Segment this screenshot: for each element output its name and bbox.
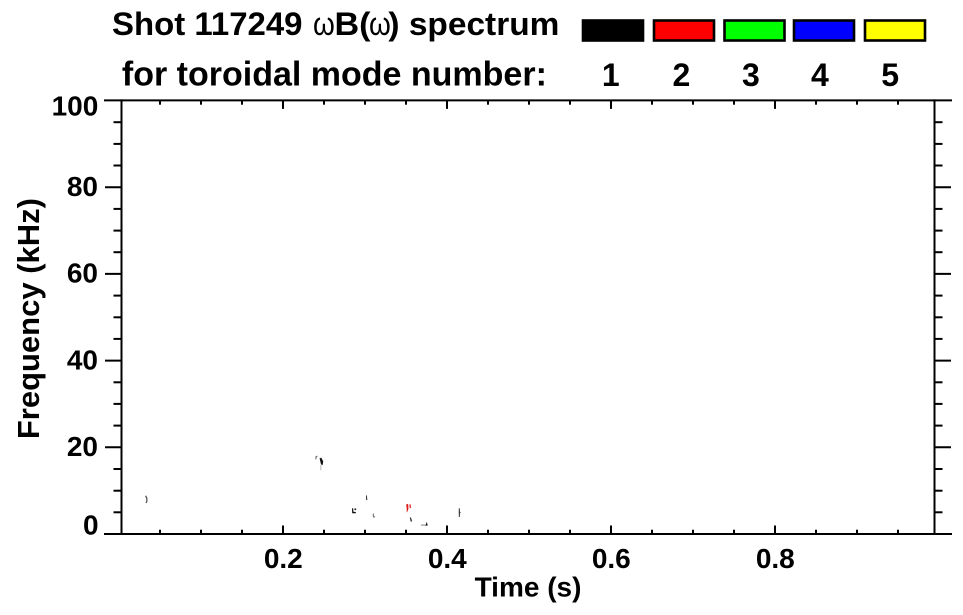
svg-text:for toroidal mode number:: for toroidal mode number: bbox=[122, 56, 547, 94]
svg-text:Time (s): Time (s) bbox=[475, 572, 582, 603]
svg-text:Shot 117249: Shot 117249 bbox=[112, 6, 303, 42]
svg-text:) spectrum: ) spectrum bbox=[388, 6, 559, 42]
svg-text:5: 5 bbox=[881, 57, 899, 93]
svg-text:4: 4 bbox=[811, 57, 829, 93]
svg-text:3: 3 bbox=[742, 57, 760, 93]
svg-text:2: 2 bbox=[673, 57, 691, 93]
svg-text:Frequency (kHz): Frequency (kHz) bbox=[11, 198, 46, 439]
svg-text:80: 80 bbox=[67, 171, 98, 202]
svg-text:40: 40 bbox=[67, 344, 98, 375]
svg-text:0.4: 0.4 bbox=[428, 543, 467, 574]
svg-text:B(: B( bbox=[335, 6, 371, 42]
svg-text:ω: ω bbox=[313, 6, 335, 42]
svg-text:0: 0 bbox=[83, 510, 99, 541]
svg-text:ω: ω bbox=[369, 6, 391, 42]
svg-text:60: 60 bbox=[67, 257, 98, 288]
svg-text:0.6: 0.6 bbox=[592, 543, 631, 574]
svg-text:0.2: 0.2 bbox=[264, 543, 303, 574]
svg-text:1: 1 bbox=[602, 57, 620, 93]
svg-text:20: 20 bbox=[67, 431, 98, 462]
svg-text:100: 100 bbox=[52, 90, 99, 121]
svg-text:0.8: 0.8 bbox=[756, 543, 795, 574]
